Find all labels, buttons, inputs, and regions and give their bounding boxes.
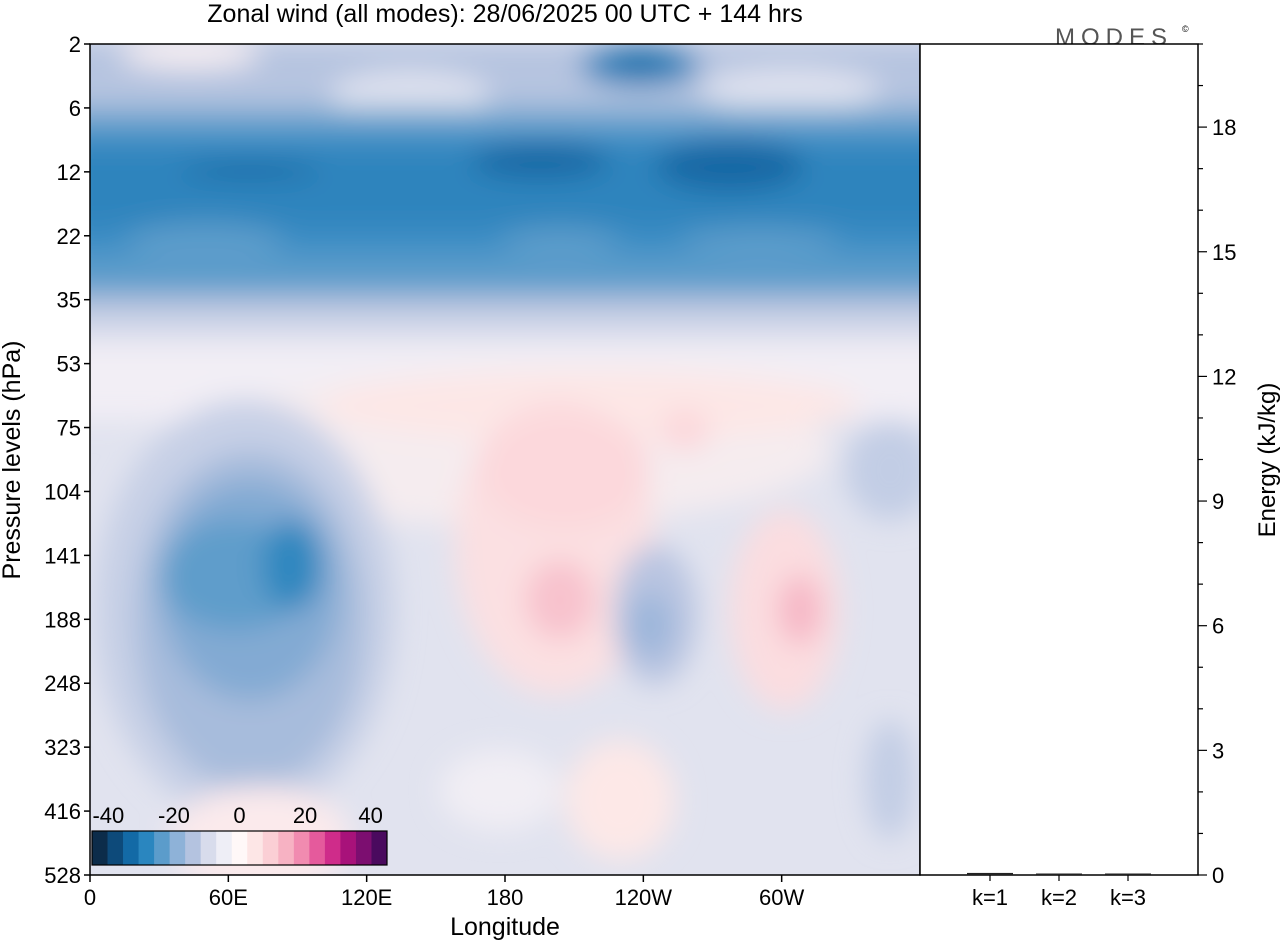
y-tick-label: 248 — [44, 671, 81, 696]
energy-category-label: k=3 — [1110, 885, 1146, 910]
y-tick-label: 6 — [69, 96, 81, 121]
colorbar-label: -40 — [92, 803, 124, 828]
colorbar-label: -20 — [158, 803, 190, 828]
y-tick-label: 2 — [69, 32, 81, 57]
y-tick-label: 35 — [57, 288, 81, 313]
energy-tick-label: 6 — [1212, 614, 1224, 639]
energy-bars: k=1 k=2 k=3 — [967, 872, 1151, 910]
x-tick-label: 60E — [209, 885, 248, 910]
colorbar-frame — [91, 830, 388, 866]
logo-mark: © — [1182, 24, 1189, 34]
energy-tick-label: 15 — [1212, 240, 1236, 265]
x-tick-label: 120W — [615, 885, 673, 910]
colorbar-swatch — [123, 831, 139, 865]
energy-bar — [1036, 873, 1082, 875]
colorbar-swatch — [293, 831, 310, 865]
y-tick-label: 22 — [57, 224, 81, 249]
y-tick-label: 323 — [44, 735, 81, 760]
colorbar-swatch — [355, 831, 372, 865]
colorbar-swatch — [185, 831, 202, 865]
colorbar-swatch — [324, 831, 341, 865]
colorbar-swatch — [371, 831, 388, 865]
y-tick-label: 53 — [57, 352, 81, 377]
colorbar-swatch — [262, 831, 279, 865]
energy-axis-label: Energy (kJ/kg) — [1254, 383, 1280, 538]
x-tick-label: 180 — [487, 885, 524, 910]
colorbar-label: 0 — [233, 803, 245, 828]
colorbar-swatch — [92, 831, 108, 865]
colorbar-swatch — [340, 831, 357, 865]
wind-contour-field — [90, 44, 920, 875]
colorbar-swatch — [247, 831, 264, 865]
colorbar-legend: -40 -20 0 20 40 — [91, 803, 388, 866]
energy-tick-label: 3 — [1212, 738, 1224, 763]
colorbar-swatch — [138, 831, 155, 865]
energy-tick-label: 12 — [1212, 364, 1236, 389]
pressure-axis: 2 6 12 22 35 53 75 104 141 188 248 323 416 528 — [44, 32, 90, 888]
y-tick-label: 528 — [44, 863, 81, 888]
energy-axis: 0 3 6 9 12 15 18 — [1198, 43, 1236, 888]
energy-plot-frame — [919, 43, 1199, 876]
colorbar-swatch — [154, 831, 171, 865]
energy-tick-label: 18 — [1212, 115, 1236, 140]
colorbar-swatch — [200, 831, 217, 865]
longitude-axis: 0 60E 120E 180 120W 60W — [84, 875, 805, 910]
energy-category-label: k=1 — [972, 885, 1008, 910]
energy-bar — [967, 872, 1013, 875]
y-tick-label: 104 — [44, 479, 81, 504]
y-tick-label: 188 — [44, 607, 81, 632]
y-tick-label: 12 — [57, 160, 81, 185]
y-axis-label: Pressure levels (hPa) — [0, 341, 26, 580]
x-tick-label: 120E — [341, 885, 392, 910]
energy-tick-label: 9 — [1212, 489, 1224, 514]
colorbar-swatch — [107, 831, 124, 865]
energy-category-label: k=2 — [1041, 885, 1077, 910]
colorbar-swatch — [216, 831, 233, 865]
chart-title: Zonal wind (all modes): 28/06/2025 00 UT… — [207, 0, 802, 28]
colorbar-label: 40 — [358, 803, 382, 828]
colorbar-label: 20 — [293, 803, 317, 828]
x-axis-label: Longitude — [450, 913, 560, 941]
colorbar-swatch — [231, 831, 248, 865]
y-tick-label: 141 — [44, 543, 81, 568]
energy-tick-label: 0 — [1212, 863, 1224, 888]
x-tick-label: 60W — [759, 885, 804, 910]
y-tick-label: 75 — [57, 416, 81, 441]
energy-bar — [1105, 873, 1151, 875]
colorbar-swatch — [278, 831, 295, 865]
x-tick-label: 0 — [84, 885, 96, 910]
colorbar-swatch — [169, 831, 186, 865]
colorbar-swatch — [309, 831, 326, 865]
y-tick-label: 416 — [44, 799, 81, 824]
